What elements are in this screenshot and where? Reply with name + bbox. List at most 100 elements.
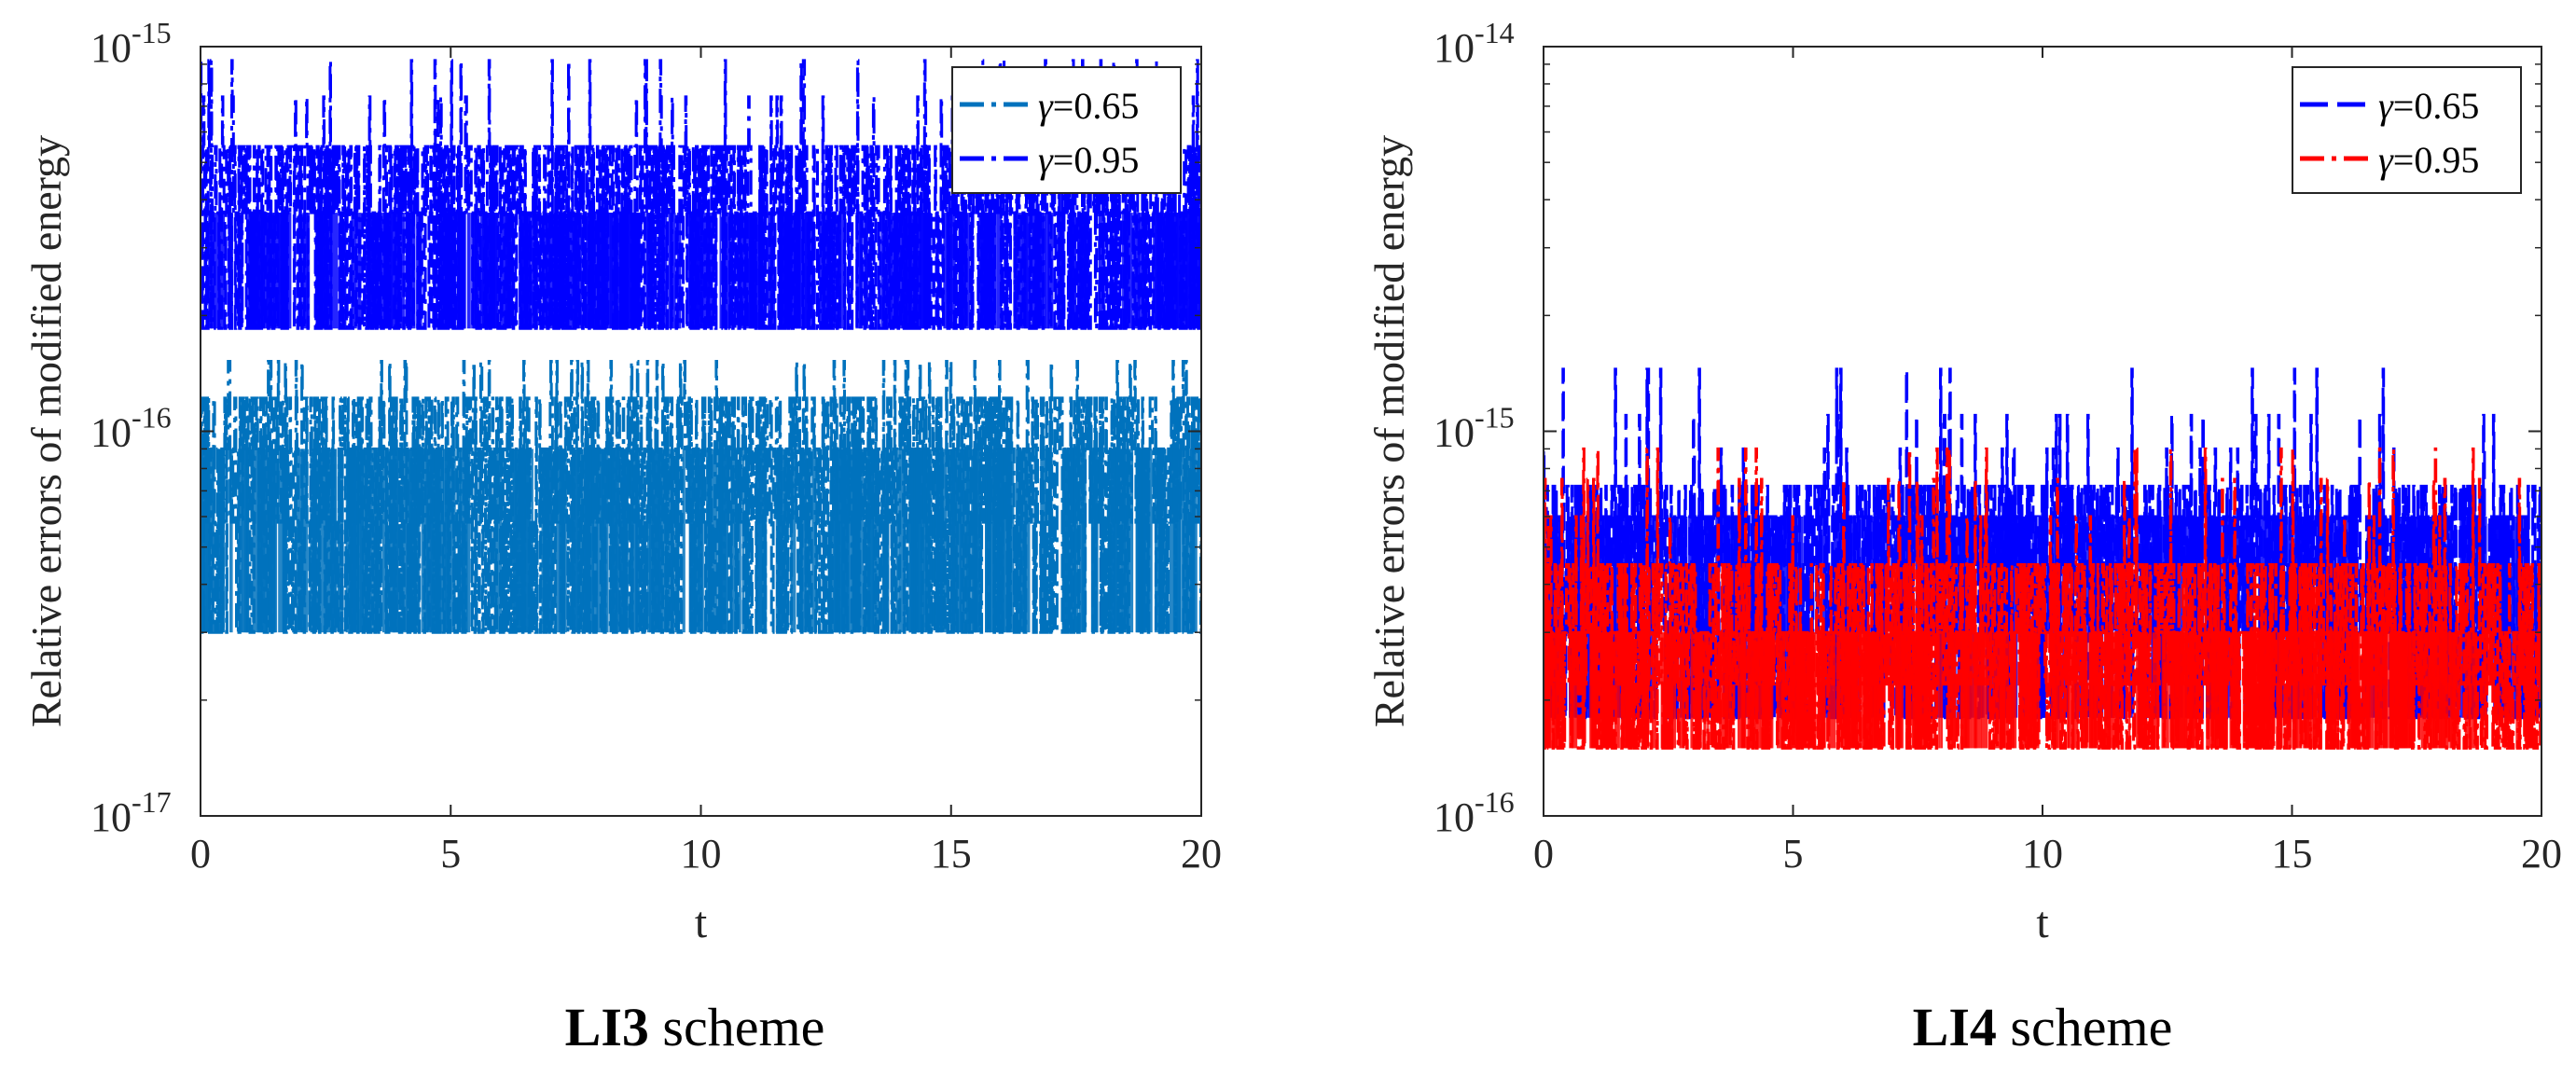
series-fill <box>252 449 260 633</box>
series-fill <box>757 449 763 633</box>
series-fill <box>259 449 266 633</box>
series-fill <box>1119 449 1123 633</box>
y-tick-base: 10 <box>1433 25 1475 71</box>
series-fill <box>1138 213 1146 329</box>
series-fill <box>2286 632 2292 749</box>
series-fill <box>1964 632 1972 749</box>
series-fill <box>2026 632 2033 749</box>
series-fill <box>658 449 662 633</box>
series-fill <box>577 449 584 633</box>
x-tick-label: 0 <box>1533 831 1554 877</box>
series-fill <box>781 449 788 633</box>
series-fill <box>1970 632 1976 749</box>
series-fill <box>1974 632 1977 749</box>
series-fill <box>1923 632 1929 749</box>
series-fill <box>631 449 639 633</box>
series-fill <box>668 213 672 329</box>
series-fill <box>853 449 861 633</box>
series-fill <box>2266 632 2272 749</box>
series-fill <box>597 213 600 329</box>
series-fill <box>406 449 413 633</box>
caption-li3-bold: LI3 <box>564 997 649 1057</box>
series-fill <box>1005 449 1012 633</box>
series-fill <box>738 213 746 329</box>
series-fill <box>1881 632 1884 749</box>
series-fill <box>596 449 603 633</box>
legend-value: =0.95 <box>1053 139 1140 181</box>
series-fill <box>1552 632 1556 749</box>
x-axis-label: t <box>695 898 708 947</box>
x-axis-label: t <box>2036 898 2049 947</box>
series-fill <box>282 213 287 329</box>
series-fill <box>1703 517 1710 718</box>
series-fill <box>2191 517 2200 718</box>
series-fill <box>591 213 596 329</box>
series-fill <box>627 213 631 329</box>
series-fill <box>561 449 566 633</box>
series-fill <box>2072 632 2079 749</box>
series-fill <box>2377 632 2382 749</box>
series-fill <box>2464 632 2472 749</box>
series-fill <box>349 449 352 633</box>
series-fill <box>2206 632 2212 749</box>
series-fill <box>457 449 462 633</box>
series-fill <box>1191 449 1195 633</box>
legend-entry-label: γ=0.95 <box>1038 139 1139 181</box>
series-fill <box>2214 632 2223 749</box>
series-fill <box>922 449 927 633</box>
series-fill <box>1544 632 1548 749</box>
y-tick-exponent: -15 <box>1475 401 1515 435</box>
series-fill <box>296 449 304 633</box>
legend: γ=0.65γ=0.95 <box>951 66 1182 194</box>
series-fill <box>682 449 686 633</box>
series-fill <box>692 213 699 329</box>
series-fill <box>2441 632 2449 749</box>
legend-gamma-symbol: γ <box>2378 139 2394 181</box>
series-fill <box>609 213 614 329</box>
series-fill <box>358 449 365 633</box>
series-fill <box>971 449 976 633</box>
series-fill <box>217 449 224 633</box>
series-fill <box>2051 632 2057 749</box>
x-tick-label: 15 <box>2272 831 2313 877</box>
series-fill <box>1121 449 1129 633</box>
series-fill <box>1125 213 1133 329</box>
series-fill <box>2319 517 2327 718</box>
series-fill <box>513 449 518 633</box>
series-fill <box>1627 517 1631 718</box>
series-fill <box>2152 632 2158 749</box>
series-fill <box>344 213 347 329</box>
series-fill <box>216 213 219 329</box>
series-fill <box>779 213 783 329</box>
series-fill <box>415 449 421 633</box>
series-trace <box>201 360 1201 634</box>
series-fill <box>278 449 286 633</box>
legend-gamma-symbol: γ <box>1038 85 1054 127</box>
series-fill <box>1851 632 1857 749</box>
series-fill <box>2433 632 2442 749</box>
series-fill <box>799 449 803 633</box>
series-fill <box>1871 517 1876 718</box>
series-fill <box>2410 517 2417 718</box>
x-tick-label: 10 <box>681 831 722 877</box>
series-fill <box>613 213 617 329</box>
series-fill <box>757 213 765 329</box>
series-fill <box>1660 632 1666 749</box>
y-axis-label: Relative errors of modified energy <box>1365 135 1413 727</box>
series-fill <box>1193 449 1198 633</box>
series-fill <box>601 449 609 633</box>
series-fill <box>1157 449 1167 633</box>
series-fill <box>1613 632 1620 749</box>
legend-box <box>951 66 1182 194</box>
series-fill <box>952 449 955 633</box>
series-fill <box>2184 632 2193 749</box>
series-fill <box>1076 213 1085 329</box>
series-fill <box>832 449 838 633</box>
series-fill <box>912 213 919 329</box>
series-fill <box>1860 632 1869 749</box>
series-fill <box>1165 213 1170 329</box>
series-fill <box>357 213 362 329</box>
y-tick-exponent: -15 <box>132 16 172 49</box>
series-fill <box>2318 632 2322 749</box>
